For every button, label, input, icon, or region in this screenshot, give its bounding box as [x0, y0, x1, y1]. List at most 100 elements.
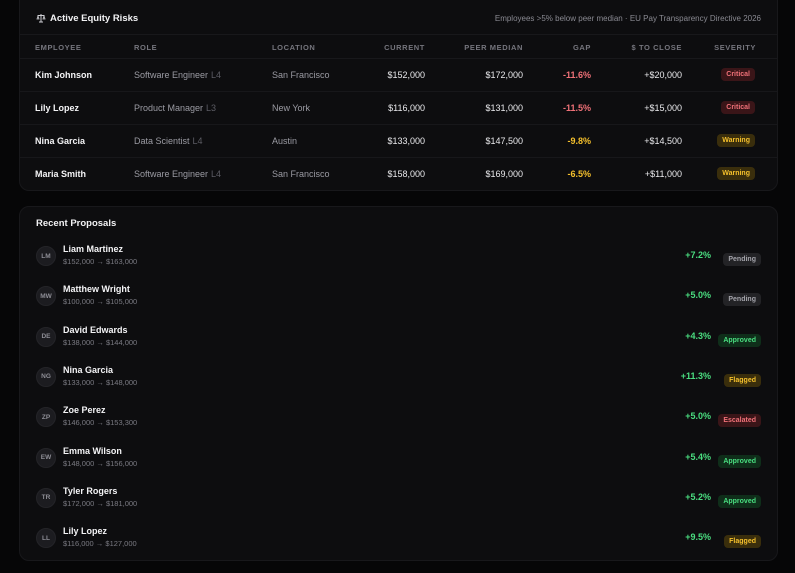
current-salary: $152,000 [387, 70, 425, 80]
role-level: L4 [211, 70, 222, 80]
equity-risks-title-text: Active Equity Risks [50, 12, 139, 24]
employee-location: San Francisco [272, 70, 330, 80]
peer-median-salary: $169,000 [485, 169, 523, 179]
status-badge: Pending [723, 293, 761, 307]
table-row[interactable]: Lily Lopez Product Manager L3 New York $116,… [20, 92, 777, 125]
severity-cell: Warning [717, 134, 755, 147]
list-item[interactable]: DE David Edwards $138,000 → $144,000 +4.3% A… [20, 319, 777, 359]
proposal-employee-name: Emma Wilson [63, 445, 122, 456]
proposal-salary-range: $100,000 → $105,000 [63, 297, 138, 307]
column-role[interactable]: ROLE [134, 43, 158, 52]
role-level: L4 [211, 169, 222, 179]
employee-name: Nina Garcia [35, 136, 86, 146]
equity-risks-card: Active Equity Risks Employees >5% below … [19, 0, 778, 191]
status-cell: Pending [723, 288, 761, 307]
proposal-salary-range: $138,000 → $144,000 [63, 337, 138, 347]
proposal-salary-range: $133,000 → $148,000 [63, 377, 138, 387]
list-item[interactable]: LL Lily Lopez $116,000 → $127,000 +9.5% Flag… [20, 520, 777, 560]
table-row[interactable]: Kim Johnson Software Engineer L4 San Franci… [20, 59, 777, 92]
status-badge: Pending [723, 253, 761, 266]
proposal-salary-range: $172,000 → $181,000 [63, 498, 138, 508]
proposal-employee-name: Matthew Wright [63, 284, 130, 295]
role-level: L3 [206, 103, 217, 113]
list-item[interactable]: LM Liam Martinez $152,000 → $163,000 +7.2% P… [20, 238, 777, 278]
column-location[interactable]: LOCATION [272, 43, 316, 52]
column-to-close[interactable]: $ TO CLOSE [631, 43, 682, 52]
column-peer-median[interactable]: PEER MEDIAN [464, 43, 523, 52]
proposal-change-percent: +7.2% [685, 250, 711, 260]
peer-median-salary: $172,000 [485, 70, 523, 80]
severity-cell: Critical [721, 101, 755, 114]
role-title: Data Scientist [134, 136, 190, 146]
avatar: ZP [36, 407, 56, 428]
proposal-employee-name: Liam Martinez [63, 244, 124, 254]
employee-name: Maria Smith [35, 169, 87, 179]
status-cell: Escalated [718, 409, 761, 428]
column-severity[interactable]: SEVERITY [714, 43, 756, 52]
peer-median-salary: $131,000 [485, 103, 523, 113]
employee-name: Kim Johnson [35, 70, 93, 80]
equity-risks-subtitle: Employees >5% below peer median · EU Pay… [494, 13, 761, 23]
proposal-change-percent: +9.5% [685, 532, 711, 543]
severity-cell: Critical [721, 68, 755, 81]
list-item[interactable]: MW Matthew Wright $100,000 → $105,000 +5.0%… [20, 278, 777, 318]
scale-icon [36, 13, 46, 23]
avatar: TR [36, 487, 56, 508]
equity-risks-header: Active Equity Risks Employees >5% below … [36, 11, 761, 25]
proposal-change-percent: +5.0% [685, 411, 711, 422]
column-current[interactable]: CURRENT [384, 43, 425, 52]
list-item[interactable]: ZP Zoe Perez $146,000 → $153,300 +5.0% Escal… [20, 399, 777, 439]
proposal-salary-range: $148,000 → $156,000 [63, 458, 138, 468]
proposal-change-percent: +11.3% [680, 370, 711, 381]
status-cell: Approved [718, 490, 761, 508]
status-badge: Flagged [724, 373, 761, 387]
proposal-change-percent: +5.4% [685, 451, 711, 462]
current-salary: $158,000 [387, 169, 425, 179]
avatar: MW [36, 286, 56, 307]
severity-badge: Warning [717, 167, 755, 180]
recent-proposals-card: Recent Proposals LM Liam Martinez $152,000… [19, 206, 778, 561]
employee-role: Data Scientist L4 [134, 136, 203, 146]
gap-percent: -11.6% [562, 70, 591, 80]
gap-percent: -6.5% [567, 169, 591, 179]
severity-cell: Warning [717, 167, 755, 180]
table-row[interactable]: Maria Smith Software Engineer L4 San Franci… [20, 158, 777, 191]
amount-to-close: +$20,000 [644, 70, 682, 80]
employee-location: San Francisco [272, 169, 330, 179]
role-title: Software Engineer [134, 169, 209, 179]
status-badge: Flagged [724, 535, 761, 549]
table-row[interactable]: Nina Garcia Data Scientist L4 Austin $133,00… [20, 125, 777, 158]
risks-table-header: EMPLOYEE ROLE LOCATION CURRENT PEER MEDI… [20, 34, 777, 59]
employee-role: Software Engineer L4 [134, 169, 221, 179]
proposal-employee-name: David Edwards [63, 324, 128, 335]
proposal-employee-name: Tyler Rogers [63, 485, 118, 496]
status-cell: Flagged [724, 369, 761, 387]
column-employee[interactable]: EMPLOYEE [35, 43, 82, 52]
list-item[interactable]: NG Nina Garcia $133,000 → $148,000 +11.3% Fl… [20, 359, 777, 399]
equity-risks-title: Active Equity Risks [36, 13, 138, 24]
amount-to-close: +$14,500 [644, 136, 682, 146]
current-salary: $116,000 [388, 103, 425, 113]
avatar: NG [36, 366, 56, 387]
proposal-change-percent: +5.2% [685, 491, 711, 502]
avatar: LM [36, 246, 56, 266]
list-item[interactable]: TR Tyler Rogers $172,000 → $181,000 +5.2% Ap… [20, 480, 777, 520]
avatar: LL [36, 528, 56, 549]
employee-role: Product Manager L3 [134, 103, 216, 113]
status-cell: Approved [718, 329, 761, 347]
proposal-salary-range: $146,000 → $153,300 [63, 418, 138, 428]
amount-to-close: +$11,000 [644, 169, 682, 179]
status-cell: Pending [723, 248, 761, 266]
severity-badge: Critical [721, 101, 755, 114]
proposal-salary-range: $152,000 → $163,000 [63, 257, 138, 266]
gap-percent: -11.5% [562, 103, 591, 113]
role-title: Software Engineer [134, 70, 209, 80]
column-gap[interactable]: GAP [572, 43, 591, 52]
gap-percent: -9.8% [567, 136, 591, 146]
proposal-change-percent: +5.0% [685, 290, 711, 301]
proposal-salary-range: $116,000 → $127,000 [63, 539, 137, 549]
status-cell: Approved [718, 450, 761, 468]
list-item[interactable]: EW Emma Wilson $148,000 → $156,000 +5.4% App… [20, 440, 777, 480]
proposal-employee-name: Nina Garcia [63, 364, 114, 375]
